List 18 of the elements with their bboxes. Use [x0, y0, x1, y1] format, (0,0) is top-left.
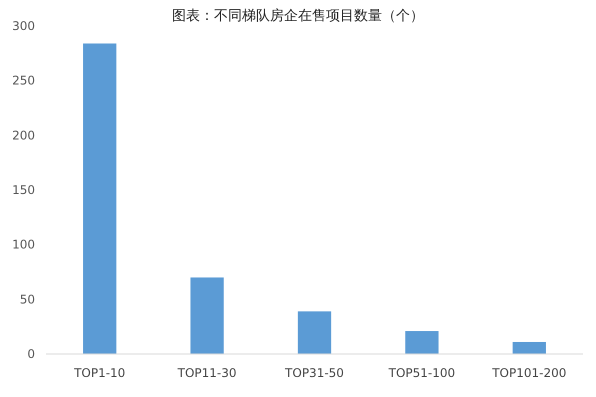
bar [190, 277, 224, 354]
y-tick-label: 0 [27, 347, 35, 361]
y-tick-label: 100 [12, 238, 35, 252]
y-tick-label: 300 [12, 19, 35, 33]
y-tick-label: 250 [12, 74, 35, 88]
x-tick-label: TOP31-50 [284, 366, 344, 380]
y-tick-label: 200 [12, 128, 35, 142]
bar [512, 342, 546, 354]
chart-title: 图表：不同梯队房企在售项目数量（个） [172, 8, 424, 24]
bar [405, 331, 439, 354]
x-tick-label: TOP11-30 [176, 366, 237, 380]
bar [83, 43, 116, 354]
y-tick-label: 50 [20, 292, 35, 306]
x-tick-label: TOP1-10 [73, 366, 126, 380]
y-tick-label: 150 [12, 183, 35, 197]
bar [298, 311, 332, 354]
x-tick-label: TOP101-200 [491, 366, 566, 380]
x-tick-label: TOP51-100 [388, 366, 456, 380]
